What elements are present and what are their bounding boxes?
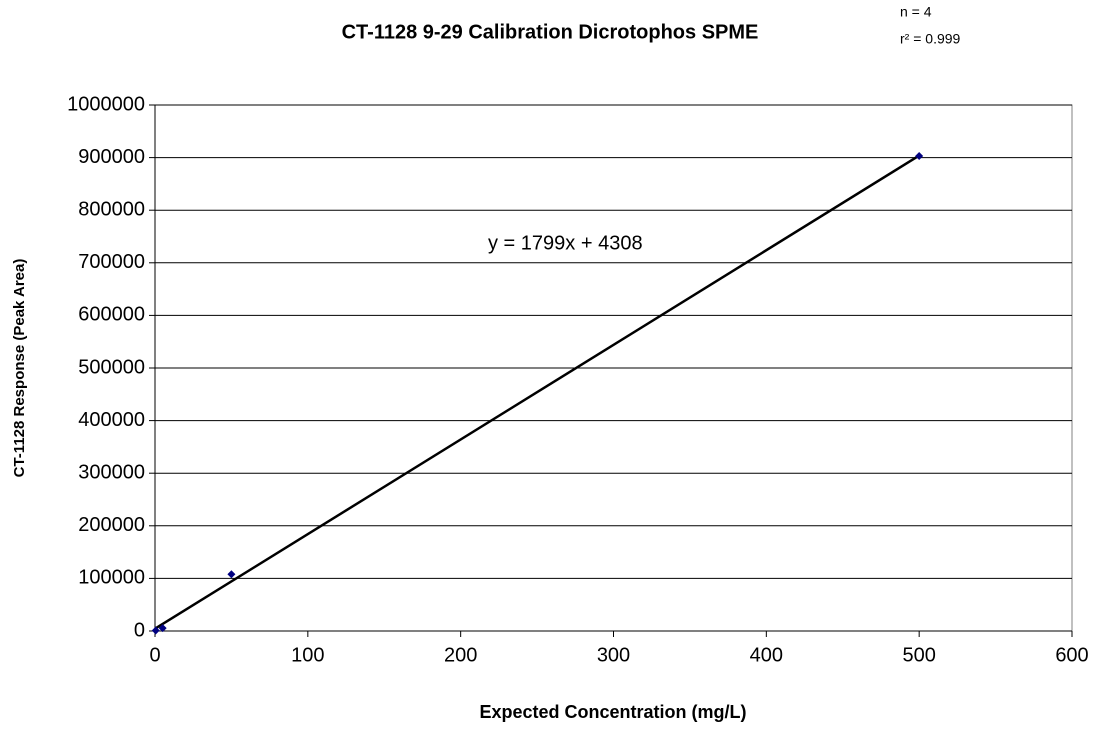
trendline (154, 154, 920, 630)
point (227, 570, 236, 579)
y-tick-label: 500000 (78, 356, 145, 378)
x-tick-label: 400 (750, 644, 783, 666)
annotation: r² = 0.999 (900, 31, 961, 47)
y-tick-label: 800000 (78, 198, 145, 220)
trendline-label: y = 1799x + 4308 (488, 232, 643, 254)
y-tick-label: 300000 (78, 461, 145, 483)
point (158, 624, 167, 633)
chart-title: CT-1128 9-29 Calibration Dicrotophos SPM… (342, 21, 759, 43)
y-tick-label: 100000 (78, 567, 145, 589)
x-axis-title: Expected Concentration (mg/L) (479, 702, 746, 722)
y-tick-label: 600000 (78, 304, 145, 326)
point (151, 626, 160, 635)
y-tick-label: 900000 (78, 146, 145, 168)
x-tick-label: 100 (291, 644, 324, 666)
y-axis-title: CT-1128 Response (Peak Area) (11, 259, 28, 478)
annotation: n = 4 (900, 4, 932, 20)
y-tick-label: 0 (134, 619, 145, 641)
y-tick-label: 1000000 (67, 93, 145, 115)
x-tick-label: 200 (444, 644, 477, 666)
x-tick-label: 500 (902, 644, 935, 666)
x-tick-label: 600 (1055, 644, 1088, 666)
y-tick-label: 400000 (78, 409, 145, 431)
x-tick-label: 300 (597, 644, 630, 666)
point (915, 152, 924, 161)
x-tick-label: 0 (149, 644, 160, 666)
y-tick-label: 700000 (78, 251, 145, 273)
y-tick-label: 200000 (78, 514, 145, 536)
